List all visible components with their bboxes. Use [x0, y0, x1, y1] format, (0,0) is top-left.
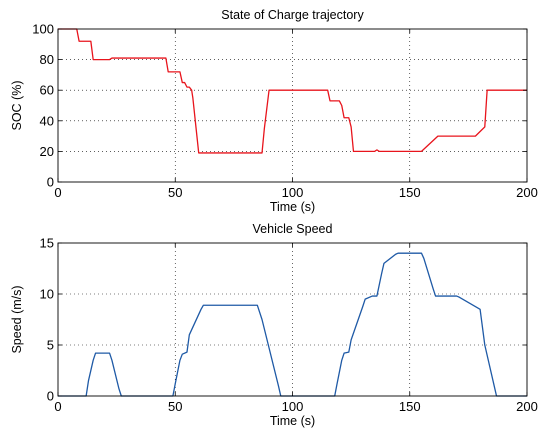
- soc-y-axis-label: SOC (%): [10, 81, 24, 131]
- speed-y-tick-label: 15: [40, 236, 54, 251]
- soc-series-line: [58, 28, 527, 154]
- soc-y-tick-label: 20: [40, 144, 54, 159]
- speed-x-axis-label: Time (s): [270, 414, 315, 428]
- soc-x-axis-label: Time (s): [270, 200, 315, 214]
- speed-x-tick-label: 150: [399, 399, 421, 414]
- soc-y-tick-label: 40: [40, 113, 54, 128]
- soc-y-tick-label: 80: [40, 52, 54, 67]
- speed-x-tick-label: 50: [168, 399, 182, 414]
- soc-chart-title: State of Charge trajectory: [221, 8, 364, 22]
- soc-x-tick-label: 150: [399, 185, 421, 200]
- speed-x-tick-label: 200: [516, 399, 538, 414]
- soc-x-tick-label: 200: [516, 185, 538, 200]
- speed-y-tick-label: 0: [47, 389, 54, 404]
- speed-y-tick-label: 10: [40, 287, 54, 302]
- speed-y-tick-label: 5: [47, 338, 54, 353]
- soc-y-tick-label: 60: [40, 83, 54, 98]
- speed-x-tick-label: 100: [282, 399, 304, 414]
- speed-series-line: [58, 252, 527, 397]
- speed-x-tick-label: 0: [54, 399, 61, 414]
- soc-chart: 0 50 100 150 200 0 20 40 60 80 100 State of Charge …: [10, 8, 538, 214]
- speed-y-axis-label: Speed (m/s): [10, 285, 24, 353]
- soc-x-tick-label: 0: [54, 185, 61, 200]
- soc-x-tick-label: 100: [282, 185, 304, 200]
- soc-y-tick-label: 0: [47, 175, 54, 190]
- speed-chart-title: Vehicle Speed: [253, 222, 333, 236]
- soc-x-tick-label: 50: [168, 185, 182, 200]
- soc-y-tick-label: 100: [32, 22, 54, 37]
- speed-chart: 0 50 100 150 200 0 5 10 15 Vehicle Speed Time (s) S…: [10, 222, 538, 428]
